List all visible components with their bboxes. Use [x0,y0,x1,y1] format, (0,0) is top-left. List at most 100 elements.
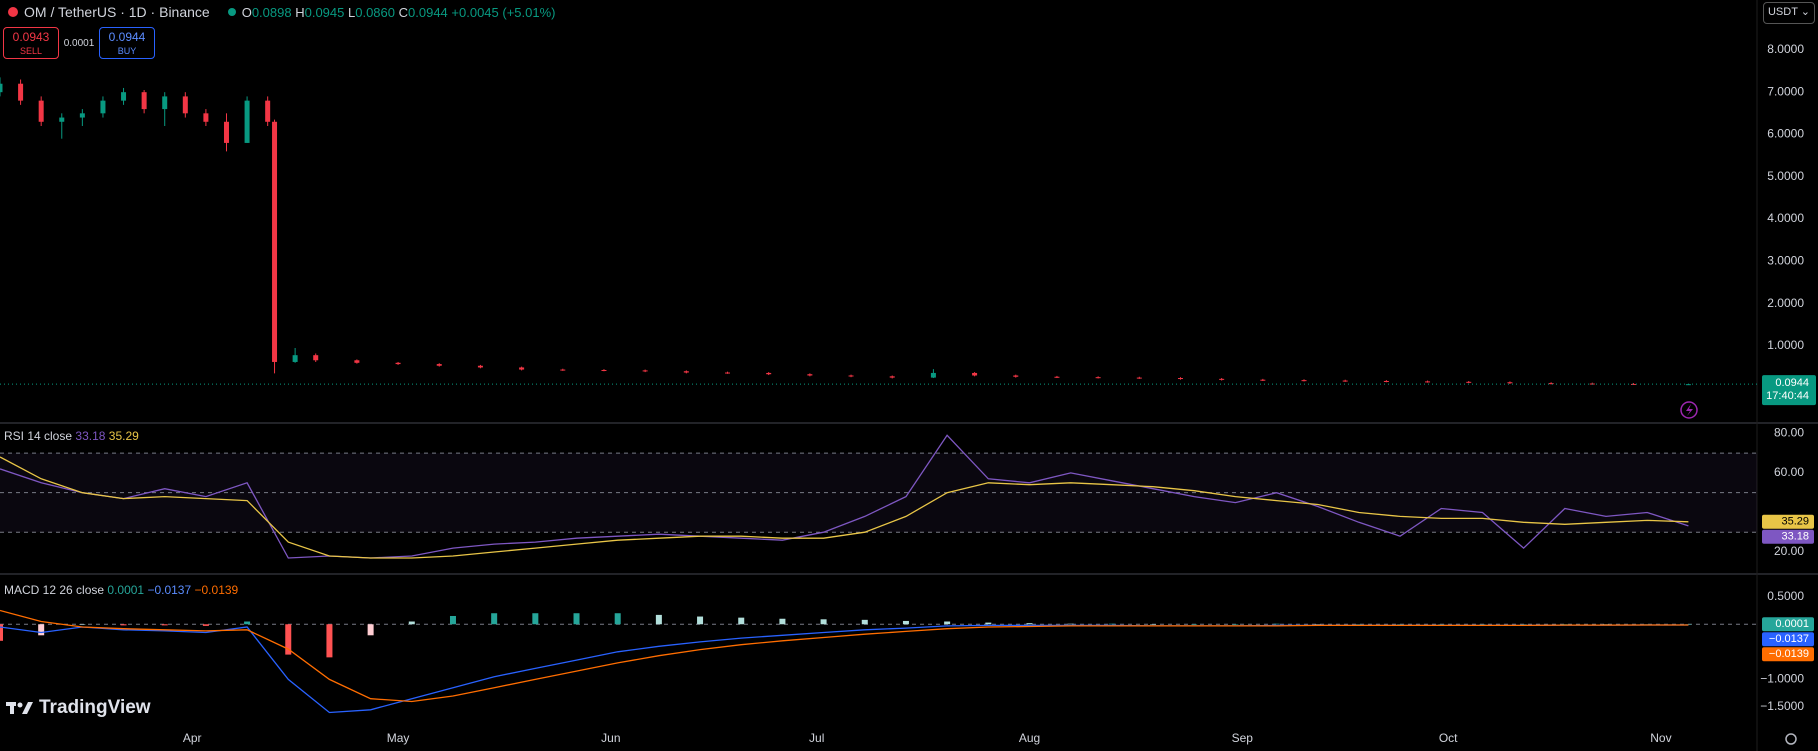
logo-icon [6,702,33,714]
histogram-bar [573,613,580,625]
histogram-bar [1232,624,1239,625]
histogram-bar [944,621,951,625]
candle-body [477,365,483,368]
candle-body [1383,380,1389,382]
candle-body [38,100,44,122]
close-label: C [398,4,409,20]
countdown: 17:40:44 [1766,390,1809,402]
histogram-bar [79,624,86,625]
candle-body [1013,375,1019,377]
histogram-bar [820,619,827,625]
histogram-bar [779,618,786,625]
rsi-legend: RSI 14 close 33.18 35.29 [4,429,139,443]
spread: 0.0001 [63,38,95,49]
y-tick-label: 6.0000 [1767,127,1804,141]
change: +0.0045 (+5.01%) [451,4,556,20]
candle-body [560,369,566,371]
status-dot [227,8,236,16]
candle-body [1342,380,1348,382]
candle-body [59,117,65,122]
x-tick-label: Aug [1019,731,1040,745]
y-tick-label: 60.00 [1774,465,1804,479]
candle-body [18,83,24,101]
x-tick-label: May [387,731,410,745]
histogram-bar [1067,623,1074,625]
histogram-bar [202,624,209,626]
low-value: 0.0860 [355,4,395,20]
y-tick-label: 20.00 [1774,544,1804,558]
rsi-line [0,434,1689,559]
candle-body [121,92,127,101]
x-tick-label: Nov [1650,731,1671,745]
macd-line [0,609,1689,703]
candle-body [1630,383,1636,385]
candle-body [601,369,607,371]
histogram-bar [449,615,456,625]
candle-body [642,370,648,372]
histogram-bar [1520,624,1527,625]
candle-body [519,367,525,370]
histogram-bar [697,616,704,625]
candle-body [972,372,978,376]
rsi-band [0,453,1757,533]
x-tick-label: Apr [183,731,202,745]
histogram-bar [491,613,498,625]
histogram-bar [1150,624,1157,625]
value-tag [1762,632,1814,647]
macd-title: MACD 12 26 close [4,583,105,597]
close-value: 0.0944 [408,4,448,20]
rsi-line [0,456,1689,559]
histogram-bar [285,624,292,655]
buy-label: BUY [117,46,137,56]
candle-body [265,100,271,122]
histogram-bar [38,624,45,636]
logo: TradingView [6,697,151,719]
open-label: O [241,4,252,20]
candle-body [292,355,298,362]
candle-body [848,375,854,377]
value-tag [1762,514,1814,529]
candle-body [930,372,936,378]
y-tick-label: 80.00 [1774,425,1804,439]
value-tag [1762,529,1814,544]
histogram-bar [1108,623,1115,625]
sell-button[interactable]: 0.0943 SELL [3,27,59,59]
x-tick-label: Jun [601,731,620,745]
candle-body [889,376,895,378]
candle-body [354,360,360,363]
candle-body [1425,381,1431,383]
y-tick-label: 0.5000 [1767,589,1804,603]
candle-body [1054,376,1060,378]
candle-body [182,96,188,114]
last-price-tag [1762,375,1816,406]
symbol: OM / TetherUS · 1D · Binance [24,4,210,20]
buy-button[interactable]: 0.0944 BUY [99,27,155,59]
settings-icon [1785,733,1797,745]
candle-body [0,83,3,93]
histogram-bar [0,624,3,641]
histogram-bar [532,613,539,625]
candle-body [1507,382,1513,384]
y-tick-label: 8.0000 [1767,42,1804,56]
histogram-bar [861,619,868,625]
currency-select[interactable]: USDT ⌄ [1763,2,1815,24]
logo-text: TradingView [39,697,151,718]
candle-body [141,92,147,110]
value-tag [1762,647,1814,662]
y-tick-label: −1.0000 [1760,672,1804,686]
histogram-bar [1438,624,1445,625]
histogram-bar [1026,623,1033,625]
rsi-ma-value: 35.29 [108,429,139,443]
y-tick-label: 3.0000 [1767,253,1804,267]
high-value: 0.0945 [304,4,345,20]
candle-body [395,362,401,365]
y-tick-label: −1.5000 [1760,699,1804,713]
candle-body [1136,377,1142,379]
candle-body [1095,377,1101,379]
candle-body [79,113,85,118]
x-tick-label: Oct [1439,731,1458,745]
histogram-bar [655,614,662,625]
buy-price: 0.0944 [108,30,146,44]
candle-body [807,374,813,376]
